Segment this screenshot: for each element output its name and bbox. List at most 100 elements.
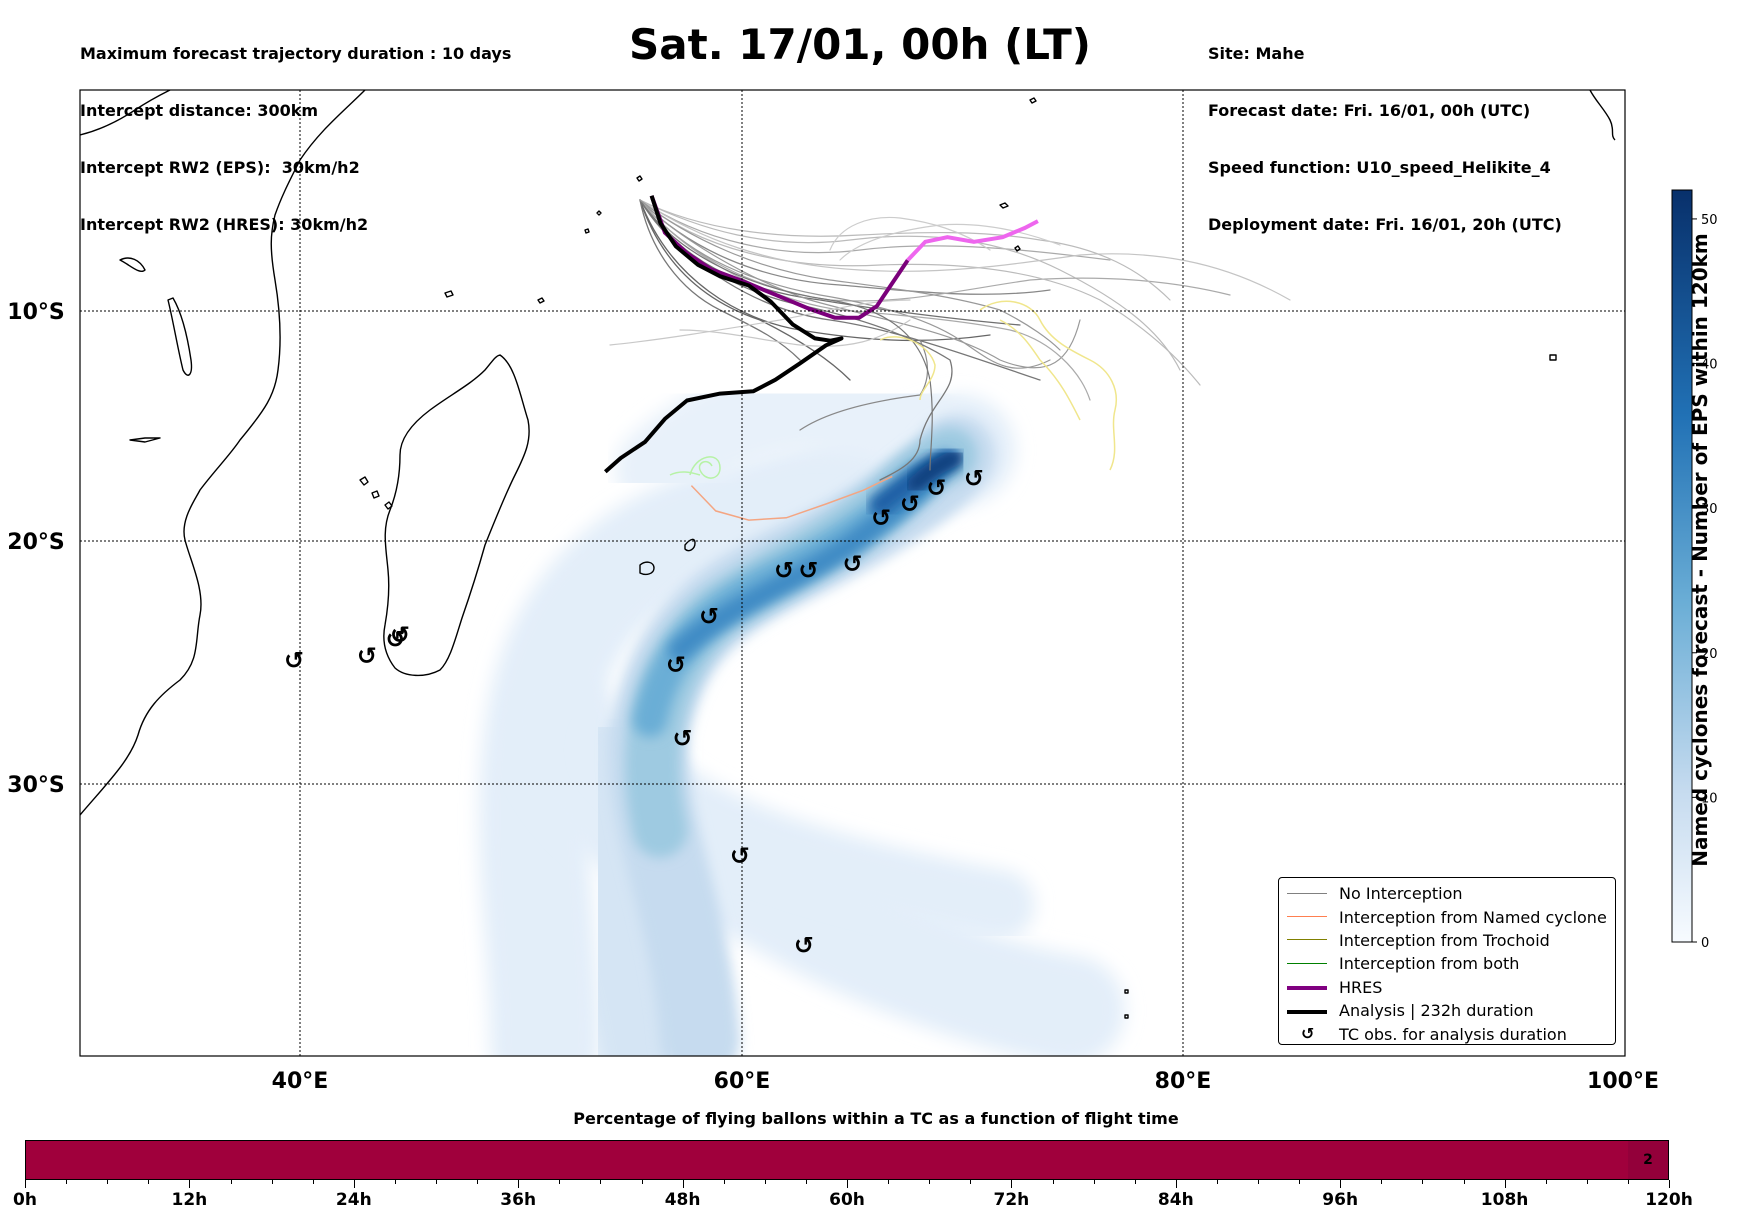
time-tick-label: 36h: [500, 1190, 537, 1210]
tc-obs-marker: ↺: [386, 626, 406, 654]
time-tick-label: 12h: [171, 1190, 208, 1210]
speed-function: Speed function: U10_speed_Helikite_4: [1208, 158, 1551, 177]
deployment-date: Deployment date: Fri. 16/01, 20h (UTC): [1208, 215, 1562, 234]
legend-trochoid: Interception from Trochoid: [1287, 929, 1607, 952]
map-area: ↺ ↺↺↺↺↺↺↺↺↺ ↺ ↺↺ ↺↺ ↺: [80, 90, 1625, 1056]
time-tick-label: 84h: [1157, 1190, 1194, 1210]
time-minor-tick: [271, 1180, 273, 1184]
madagascar: [383, 354, 530, 677]
tc-obs-marker: ↺: [390, 621, 410, 649]
time-minor-tick: [1586, 1180, 1588, 1184]
colorbar-tick-label: 40: [1701, 358, 1718, 373]
tc-obs-marker: ↺: [798, 557, 818, 585]
graticule: [80, 90, 1625, 1056]
legend-analysis: Analysis | 232h duration: [1287, 999, 1607, 1022]
time-minor-tick: [805, 1180, 807, 1184]
time-tick: [1175, 1180, 1177, 1188]
legend-both: Interception from both: [1287, 952, 1607, 975]
time-minor-tick: [1627, 1180, 1629, 1184]
tc-obs-marker: ↺: [672, 725, 692, 753]
param-rw2-eps: Intercept RW2 (EPS): 30km/h2: [80, 158, 360, 177]
time-minor-tick: [1052, 1180, 1054, 1184]
tc-obs-marker: ↺: [699, 603, 719, 631]
time-minor-tick: [477, 1180, 479, 1184]
colorbar-tick-label: 0: [1701, 936, 1709, 951]
time-tick-label: 96h: [1322, 1190, 1359, 1210]
time-minor-tick: [1258, 1180, 1259, 1184]
time-minor-tick: [312, 1180, 314, 1184]
tc-obs-marker: ↺: [842, 550, 862, 578]
yellow-tracks: [879, 300, 1117, 471]
tc-obs-marker: ↺: [871, 504, 891, 532]
time-minor-tick: [394, 1180, 396, 1184]
reunion: [639, 561, 655, 576]
tc-obs-marker: ↺: [774, 557, 794, 585]
legend-tc-obs: ↺ TC obs. for analysis duration: [1301, 1024, 1567, 1044]
time-minor-tick: [641, 1180, 643, 1184]
time-tick-label: 24h: [335, 1190, 372, 1210]
tc-obs-marker: ↺: [357, 642, 377, 670]
horn-coast: [80, 90, 171, 136]
time-minor-tick: [1381, 1180, 1383, 1184]
lon-label-80e: 80°E: [1155, 1069, 1212, 1094]
lat-label-10s: 10°S: [7, 300, 64, 325]
site-info: Site: Mahe Forecast date: Fri. 16/01, 00…: [1208, 6, 1562, 253]
time-tick: [1340, 1180, 1342, 1188]
time-tick: [1011, 1180, 1013, 1188]
time-minor-tick: [66, 1180, 68, 1184]
forecast-date: Forecast date: Fri. 16/01, 00h (UTC): [1208, 101, 1531, 120]
lat-label-20s: 20°S: [7, 530, 64, 555]
time-minor-tick: [559, 1180, 561, 1184]
time-tick-label: 48h: [664, 1190, 701, 1210]
longitude-labels: 40°E 60°E 80°E 100°E: [272, 1069, 1659, 1094]
time-minor-tick: [1134, 1180, 1136, 1184]
density-field: [478, 361, 1125, 1056]
hres-track: [649, 195, 910, 320]
time-bar: 2: [25, 1140, 1669, 1180]
time-minor-tick: [1545, 1180, 1547, 1184]
tc-obs-marker: ↺: [730, 842, 750, 870]
africa-coast: [80, 90, 366, 816]
map-frame: [79, 89, 1626, 1057]
site-name: Site: Mahe: [1208, 44, 1305, 63]
colorbar: 0 10 20 30 40 50: [1671, 189, 1718, 951]
time-tick-label: 120h: [1645, 1190, 1693, 1210]
time-minor-tick: [107, 1180, 109, 1184]
page-title: Sat. 17/01, 00h (LT): [629, 20, 1091, 69]
time-tick-label: 0h: [13, 1190, 37, 1210]
time-tick: [518, 1180, 520, 1188]
time-minor-tick: [1216, 1180, 1218, 1184]
time-axis: 0h 12h 24h 36h 48h 60h 72h 84h 96h 108h 120h: [13, 1180, 1693, 1213]
lon-label-40e: 40°E: [272, 1069, 329, 1094]
time-minor-tick: [1463, 1180, 1465, 1184]
time-tick: [847, 1180, 848, 1188]
time-tick-label: 108h: [1480, 1190, 1529, 1210]
time-minor-tick: [600, 1180, 602, 1184]
tc-obs-marker: ↺: [964, 465, 984, 493]
colorbar-tick-label: 50: [1701, 213, 1718, 228]
legend-hres: HRES: [1287, 976, 1607, 999]
time-tick-label: 60h: [829, 1190, 865, 1210]
time-tick: [682, 1180, 684, 1188]
tc-obs-marker: ↺: [666, 651, 686, 679]
time-tick: [25, 1180, 26, 1188]
time-tick: [1504, 1180, 1506, 1188]
named-cyclone-interception-track: [690, 475, 893, 521]
time-minor-tick: [764, 1180, 766, 1184]
time-tick: [189, 1180, 191, 1188]
legend-no-interception: No Interception: [1287, 882, 1607, 905]
tc-obs-marker: ↺: [926, 474, 946, 502]
time-minor-tick: [1093, 1180, 1095, 1184]
time-tick-label: 72h: [993, 1190, 1030, 1210]
time-minor-tick: [1422, 1180, 1424, 1184]
tc-observations: ↺ ↺↺↺↺↺↺↺↺↺ ↺ ↺↺ ↺↺ ↺: [284, 465, 984, 960]
analysis-track: [603, 195, 844, 474]
hres-track-late: [906, 219, 1039, 262]
time-minor-tick: [230, 1180, 232, 1184]
time-tick: [1669, 1180, 1670, 1188]
param-rw2-hres: Intercept RW2 (HRES): 30km/h2: [80, 215, 369, 234]
time-tick: [353, 1180, 355, 1188]
time-bar-last-value: 2: [1628, 1141, 1668, 1179]
time-minor-tick: [436, 1180, 437, 1184]
